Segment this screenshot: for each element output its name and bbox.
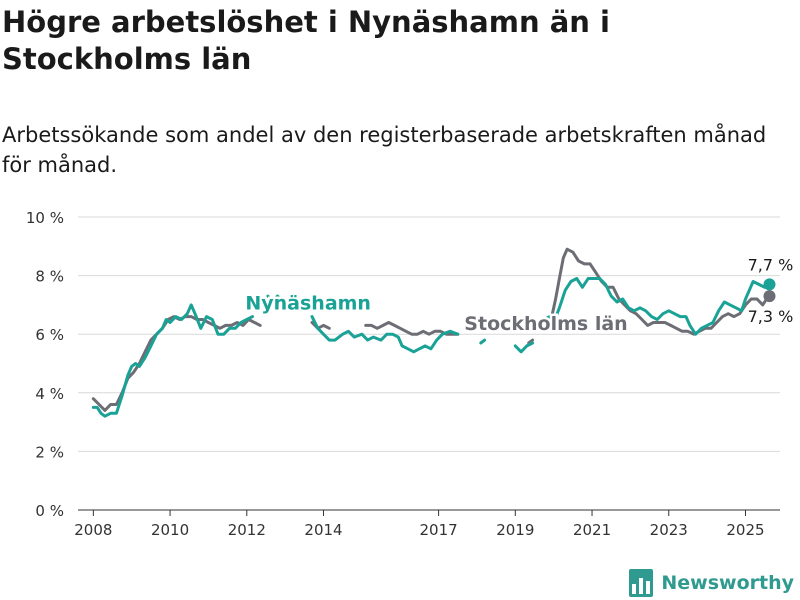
end-value-label: 7,3 %: [748, 307, 794, 326]
brand-name: Newsworthy: [661, 572, 794, 594]
x-tick-label: 2014: [304, 521, 342, 539]
chart-subtitle: Arbetssökande som andel av den registerb…: [2, 123, 767, 177]
y-tick-label: 10 %: [26, 209, 64, 227]
y-tick-label: 2 %: [35, 443, 64, 461]
x-tick-label: 2012: [228, 521, 266, 539]
y-tick-label: 0 %: [35, 502, 64, 520]
x-tick-label: 2025: [726, 521, 764, 539]
y-tick-label: 8 %: [35, 268, 64, 286]
chart-title: Högre arbetslöshet i Nynäshamn än i Stoc…: [2, 5, 610, 76]
end-point-stockholms-lan: [763, 290, 776, 303]
x-tick-label: 2008: [74, 521, 112, 539]
bar-chart-logo-icon: [629, 569, 654, 597]
end-value-label: 7,7 %: [748, 255, 794, 274]
x-tick-label: 2019: [496, 521, 534, 539]
x-tick-label: 2023: [650, 521, 688, 539]
y-tick-label: 4 %: [35, 385, 64, 403]
series-label-nynashamn: Nynäshamn: [245, 292, 371, 314]
x-tick-label: 2021: [573, 521, 611, 539]
y-tick-label: 6 %: [35, 326, 64, 344]
x-tick-label: 2010: [151, 521, 189, 539]
series-line-nynashamn: [91, 277, 770, 418]
series-line-stockholms-lan: [91, 247, 770, 412]
end-point-nynashamn: [763, 278, 776, 291]
line-chart: 0 % 2 % 4 % 6 % 8 % 10 % 2008 2010 2012 2014 2017 2…: [26, 209, 794, 539]
x-tick-label: 2017: [419, 521, 457, 539]
series-label-stockholms-lan: Stockholms län: [464, 313, 627, 335]
brand-logo: Newsworthy: [629, 568, 794, 598]
